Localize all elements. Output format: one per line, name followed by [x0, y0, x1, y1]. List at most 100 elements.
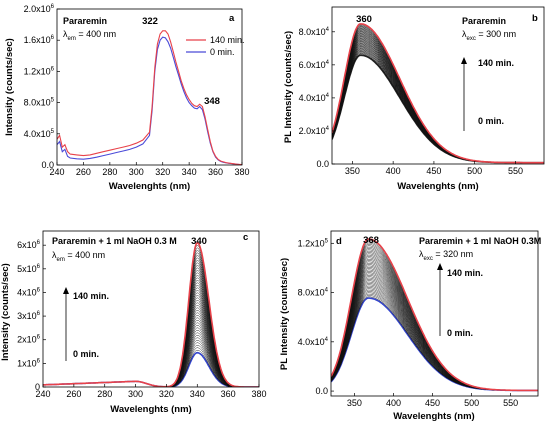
series-line-intermediate — [43, 337, 259, 387]
y-tick-label: 1.2x106 — [24, 66, 55, 76]
series-line-intermediate — [43, 287, 259, 387]
series-line-intermediate — [43, 307, 259, 387]
series-line-intermediate — [43, 250, 259, 387]
panel-a-series-group — [57, 30, 242, 165]
series-line-intermediate — [331, 292, 538, 391]
panel-c-wavelength-note: λem = 400 nm — [52, 250, 105, 263]
x-tick-label: 400 — [386, 166, 401, 176]
x-tick-label: 260 — [76, 167, 91, 177]
series-line-intermediate — [331, 273, 538, 391]
panel-a-xlabel: Wavelenghts (nm) — [109, 181, 190, 192]
panel-c-peak-340: 340 — [191, 236, 207, 247]
y-tick-label: 4.0x105 — [24, 129, 55, 139]
y-tick-label: 8.0x104 — [298, 288, 329, 298]
x-tick-label: 280 — [97, 389, 112, 399]
panel-d-letter: d — [336, 236, 342, 247]
x-tick-label: 240 — [35, 389, 50, 399]
panel-c-time-label-end: 140 min. — [73, 291, 109, 301]
panel-d-time-arrow — [437, 263, 443, 336]
y-tick-label: 1.6x106 — [24, 35, 55, 45]
panel-d-peak-368: 368 — [363, 235, 379, 246]
y-tick-label: 8.0x105 — [24, 98, 55, 108]
x-tick-label: 300 — [129, 167, 144, 177]
legend-label-140min: 140 min. — [210, 35, 245, 45]
series-line-intermediate — [43, 265, 259, 387]
x-tick-label: 500 — [467, 166, 482, 176]
panel-a-legend: 140 min. 0 min. — [186, 35, 245, 57]
panel-a-letter: a — [229, 13, 235, 24]
series-line-intermediate — [43, 267, 259, 387]
series-line-140-min — [332, 23, 544, 164]
x-tick-label: 340 — [182, 167, 197, 177]
x-tick-label: 450 — [425, 398, 440, 408]
panel-b: 350 400 450 500 550 0.0 2.0x104 4.0x104 6.0x104 8… — [283, 6, 545, 192]
panel-a-plot-frame — [56, 8, 243, 166]
y-tick-label: 0.0 — [315, 386, 328, 396]
panel-b-letter: b — [532, 13, 538, 24]
y-tick-label: 8.0x104 — [299, 27, 330, 37]
panel-d-time-label-start: 0 min. — [447, 328, 473, 338]
y-tick-label: 0 — [35, 382, 40, 392]
x-tick-label: 350 — [345, 166, 360, 176]
panel-a-wavelength-note: λem = 400 nm — [63, 29, 116, 42]
series-line-intermediate — [43, 252, 259, 387]
panel-c-series-group — [43, 241, 259, 387]
y-tick-label: 2.0x106 — [24, 4, 55, 14]
series-line-intermediate — [43, 260, 259, 387]
y-tick-label: 6.0x104 — [299, 60, 330, 70]
series-line-intermediate — [43, 292, 259, 387]
x-tick-label: 380 — [251, 389, 266, 399]
series-line-intermediate — [331, 293, 538, 391]
panel-b-wavelength-note: λexc = 300 nm — [462, 29, 516, 42]
x-tick-label: 340 — [190, 389, 205, 399]
x-tick-label: 360 — [208, 167, 223, 177]
x-tick-label: 450 — [426, 166, 441, 176]
x-tick-label: 320 — [159, 389, 174, 399]
series-line-intermediate — [43, 335, 259, 387]
y-tick-label: 3x106 — [17, 311, 41, 321]
panel-c-compound-label: Pararemin + 1 ml NaOH 0.3 M — [52, 236, 177, 246]
panel-b-ylabel: PL Intensity (counts/sec) — [283, 31, 294, 143]
panel-b-compound-label: Pararemin — [462, 16, 506, 26]
legend-label-0min: 0 min. — [210, 47, 235, 57]
panel-b-time-label-start: 0 min. — [478, 116, 504, 126]
x-tick-label: 550 — [503, 398, 518, 408]
panel-d: 350 400 450 500 5500.04.0x1048.0x1041.2x105 … — [279, 230, 541, 422]
x-tick-label: 320 — [155, 167, 170, 177]
series-line-intermediate — [331, 296, 538, 391]
up-arrow-icon — [63, 287, 69, 294]
x-tick-label: 350 — [347, 398, 362, 408]
y-tick-label: 2.0x104 — [299, 126, 330, 136]
series-line-0-min — [331, 297, 538, 392]
y-tick-label: 4.0x104 — [298, 337, 329, 347]
x-tick-label: 400 — [386, 398, 401, 408]
panel-c-xlabel: Wavelenghts (nm) — [110, 404, 191, 415]
panel-c-time-label-start: 0 min. — [73, 349, 99, 359]
up-arrow-icon — [437, 263, 443, 270]
y-tick-label: 2x106 — [17, 335, 41, 345]
panel-c-ylabel: Intensity (counts/sec) — [0, 263, 11, 361]
panel-a-peak-322: 322 — [142, 16, 158, 27]
y-tick-label: 4x106 — [17, 287, 41, 297]
x-tick-label: 280 — [102, 167, 117, 177]
x-tick-label: 380 — [234, 167, 249, 177]
panel-b-peak-360: 360 — [356, 14, 372, 25]
panel-c: 240 260 280 300 320 340 360 380 0 1x106 2x106 3x106… — [0, 230, 267, 415]
panel-b-series-group — [332, 23, 544, 164]
x-tick-label: 240 — [49, 167, 64, 177]
panel-a-ticks: 240 260 280 300 320 340 360 380 0.0 4.0x105 8.0x10… — [24, 4, 250, 177]
panel-d-time-label-end: 140 min. — [447, 268, 483, 278]
panel-d-series-group — [331, 238, 538, 392]
x-tick-label: 550 — [508, 166, 523, 176]
panel-d-plot-frame — [330, 230, 539, 397]
series-line-intermediate — [43, 272, 259, 387]
x-tick-label: 500 — [464, 398, 479, 408]
panel-c-time-arrow — [63, 287, 69, 361]
y-tick-label: 1.2x105 — [298, 238, 329, 248]
series-line-intermediate — [43, 247, 259, 387]
series-line-intermediate — [43, 262, 259, 387]
panel-b-ticks: 350 400 450 500 550 0.0 2.0x104 4.0x104 6.0x104 8… — [299, 27, 523, 176]
y-tick-label: 6x106 — [17, 240, 41, 250]
series-line-intermediate — [331, 295, 538, 391]
x-tick-label: 360 — [221, 389, 236, 399]
